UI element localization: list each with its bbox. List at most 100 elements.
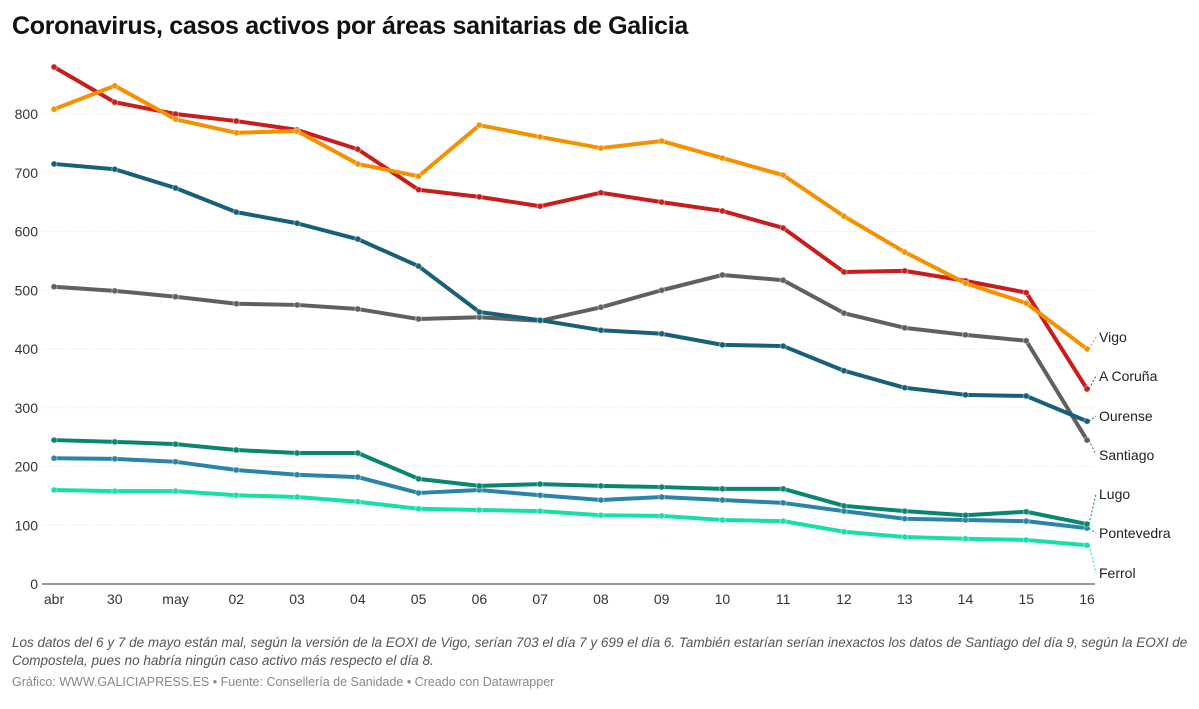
label-connector	[1088, 375, 1097, 390]
data-point	[536, 491, 544, 499]
data-point	[111, 98, 119, 106]
data-point	[415, 315, 423, 323]
chart-title: Coronavirus, casos activos por áreas san…	[12, 12, 688, 40]
data-point	[718, 485, 726, 493]
data-point	[172, 115, 180, 123]
data-point	[475, 193, 483, 201]
series-line-a-coruña	[52, 65, 1089, 391]
data-point	[597, 303, 605, 311]
data-point	[840, 309, 848, 317]
data-point	[475, 121, 483, 129]
data-point	[415, 186, 423, 194]
data-point	[111, 455, 119, 463]
x-tick-label: 10	[715, 591, 731, 607]
label-connector	[1088, 439, 1097, 456]
data-point	[718, 271, 726, 279]
data-point	[1083, 345, 1091, 353]
data-point	[354, 473, 362, 481]
y-tick-label: 700	[15, 165, 39, 181]
data-point	[293, 471, 301, 479]
chart-footer: Gráfico: WWW.GALICIAPRESS.ES • Fuente: C…	[12, 675, 555, 689]
data-point	[354, 145, 362, 153]
series-label: Ferrol	[1099, 565, 1136, 581]
data-point	[293, 301, 301, 309]
data-point	[354, 160, 362, 168]
data-point	[293, 493, 301, 501]
y-tick-label: 400	[15, 341, 39, 357]
label-connector	[1088, 545, 1097, 574]
label-connector	[1088, 493, 1097, 525]
data-point	[232, 129, 240, 137]
label-connector	[1088, 336, 1097, 350]
data-point	[354, 235, 362, 243]
data-point	[718, 207, 726, 215]
series-line-pontevedra	[53, 456, 1088, 531]
series-label: Pontevedra	[1099, 525, 1171, 541]
series-label: Ourense	[1099, 408, 1153, 424]
data-point	[50, 436, 58, 444]
data-point	[354, 449, 362, 457]
data-point	[1083, 541, 1091, 549]
x-tick-label: 14	[958, 591, 974, 607]
data-point	[50, 283, 58, 291]
data-point	[961, 279, 969, 287]
series-label: Lugo	[1099, 486, 1130, 502]
data-point	[901, 324, 909, 332]
x-tick-label: 04	[350, 591, 366, 607]
data-point	[718, 154, 726, 162]
series-label: A Coruña	[1099, 368, 1158, 384]
data-point	[901, 533, 909, 541]
x-tick-label: abr	[44, 591, 65, 607]
data-point	[1022, 517, 1030, 525]
data-point	[658, 330, 666, 338]
data-point	[1083, 417, 1091, 425]
data-point	[172, 487, 180, 495]
data-point	[111, 287, 119, 295]
series-line-ourense	[53, 161, 1088, 424]
x-tick-label: 03	[289, 591, 305, 607]
y-tick-label: 200	[15, 459, 39, 475]
data-point	[50, 454, 58, 462]
data-point	[172, 458, 180, 466]
chart-note: Los datos del 6 y 7 de mayo están mal, s…	[12, 635, 1188, 668]
series-label: Santiago	[1099, 447, 1154, 463]
y-tick-label: 600	[15, 224, 39, 240]
data-point	[779, 517, 787, 525]
data-point	[293, 219, 301, 227]
x-tick-label: 07	[532, 591, 548, 607]
x-tick-label: 30	[107, 591, 123, 607]
y-tick-label: 100	[15, 517, 39, 533]
data-point	[961, 535, 969, 543]
data-point	[232, 466, 240, 474]
data-point	[415, 262, 423, 270]
data-point	[1022, 289, 1030, 297]
x-tick-label: 12	[836, 591, 852, 607]
data-point	[597, 144, 605, 152]
x-tick-label: 08	[593, 591, 609, 607]
data-point	[415, 489, 423, 497]
data-point	[597, 189, 605, 197]
data-point	[50, 63, 58, 71]
data-point	[1083, 436, 1091, 444]
data-point	[1022, 337, 1030, 345]
data-point	[293, 449, 301, 457]
data-point	[658, 512, 666, 520]
data-point	[718, 496, 726, 504]
x-tick-label: 11	[776, 591, 791, 607]
data-point	[901, 384, 909, 392]
data-point	[901, 248, 909, 256]
series-line-vigo	[53, 83, 1089, 351]
data-point	[536, 202, 544, 210]
data-point	[50, 486, 58, 494]
data-point	[172, 440, 180, 448]
data-point	[779, 342, 787, 350]
data-point	[1022, 536, 1030, 544]
data-point	[658, 493, 666, 501]
data-point	[840, 528, 848, 536]
data-point	[961, 511, 969, 519]
data-point	[840, 367, 848, 375]
data-point	[50, 105, 58, 113]
data-point	[415, 505, 423, 513]
data-point	[111, 487, 119, 495]
